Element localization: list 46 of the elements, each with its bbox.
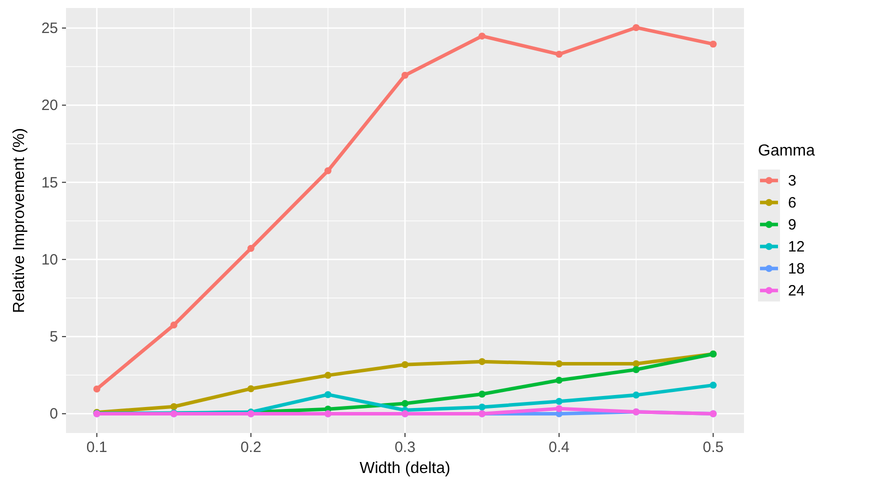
point bbox=[632, 360, 640, 368]
legend-label: 12 bbox=[788, 238, 805, 256]
y-tick-label: 5 bbox=[50, 328, 58, 346]
y-axis-title: Relative Improvement (%) bbox=[11, 128, 28, 313]
point bbox=[170, 322, 178, 329]
point bbox=[632, 24, 640, 32]
x-tick-label: 0.4 bbox=[548, 439, 570, 456]
y-tick-label: 15 bbox=[41, 174, 58, 192]
point bbox=[170, 403, 178, 410]
legend-label: 18 bbox=[788, 260, 805, 278]
point bbox=[324, 391, 332, 398]
point bbox=[556, 360, 563, 368]
point bbox=[402, 361, 408, 368]
point bbox=[93, 386, 100, 393]
point bbox=[478, 390, 486, 398]
point bbox=[632, 392, 640, 399]
point bbox=[632, 366, 640, 374]
legend-label: 24 bbox=[788, 282, 805, 300]
point bbox=[478, 32, 486, 40]
y-tick-label: 20 bbox=[41, 97, 58, 114]
legend-label: 9 bbox=[788, 216, 796, 234]
y-tick-label: 10 bbox=[41, 251, 58, 268]
y-tick-label: 25 bbox=[41, 20, 58, 38]
legend-title: Gamma bbox=[758, 142, 815, 160]
point bbox=[402, 72, 408, 79]
point bbox=[247, 244, 254, 252]
x-tick-label: 0.2 bbox=[240, 439, 262, 456]
point bbox=[556, 398, 563, 405]
point bbox=[247, 385, 254, 392]
point bbox=[710, 382, 717, 389]
point bbox=[556, 50, 563, 58]
legend-label: 6 bbox=[788, 194, 796, 212]
point bbox=[478, 358, 486, 366]
y-tick-label: 0 bbox=[50, 406, 58, 423]
legend-label: 3 bbox=[788, 172, 796, 190]
point bbox=[710, 40, 717, 48]
point bbox=[478, 404, 486, 411]
point bbox=[324, 167, 332, 174]
point bbox=[402, 400, 408, 408]
x-tick-label: 0.5 bbox=[702, 439, 724, 456]
point bbox=[556, 376, 563, 384]
point bbox=[324, 372, 332, 379]
x-tick-label: 0.3 bbox=[394, 439, 416, 456]
x-axis-title: Width (delta) bbox=[360, 460, 450, 477]
x-tick-label: 0.1 bbox=[86, 439, 108, 456]
point bbox=[556, 405, 563, 412]
